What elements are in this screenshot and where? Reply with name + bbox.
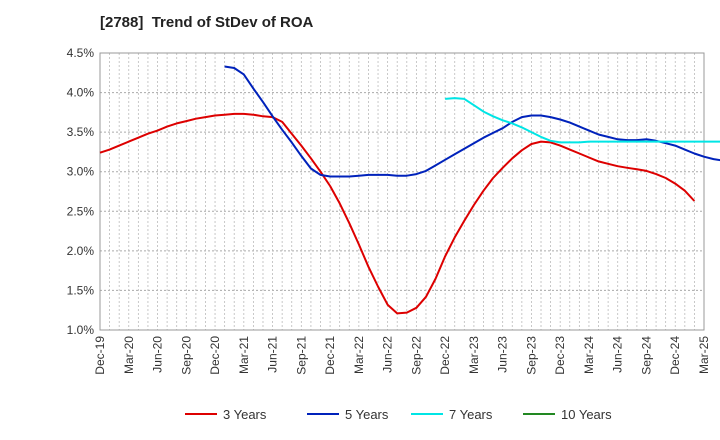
series-line-5-years <box>224 65 720 178</box>
legend-item: 7 Years <box>411 407 493 422</box>
y-tick-label: 4.5% <box>67 46 95 60</box>
plot-area-frame <box>99 52 705 331</box>
grid <box>99 52 705 331</box>
x-tick-label: Sep-21 <box>294 336 308 375</box>
x-tick-label: Dec-22 <box>438 336 452 375</box>
series-lines <box>99 65 720 315</box>
x-tick-label: Sep-23 <box>524 336 538 375</box>
x-tick-label: Dec-21 <box>323 336 337 375</box>
legend-item: 3 Years <box>185 407 267 422</box>
x-tick-label: Dec-20 <box>208 336 222 375</box>
x-tick-label: Mar-24 <box>582 336 596 374</box>
x-tick-label: Dec-24 <box>668 336 682 375</box>
y-tick-label: 1.0% <box>67 323 95 337</box>
y-tick-label: 2.0% <box>67 244 95 258</box>
y-tick-label: 1.5% <box>67 283 95 297</box>
series-line-3-years <box>99 112 696 315</box>
x-tick-label: Dec-23 <box>553 336 567 375</box>
x-tick-label: Mar-25 <box>697 336 711 374</box>
series-line-7-years <box>445 97 720 144</box>
x-tick-label: Dec-19 <box>93 336 107 375</box>
legend-item: 10 Years <box>523 407 612 422</box>
y-tick-label: 3.5% <box>67 125 95 139</box>
y-tick-label: 3.0% <box>67 165 95 179</box>
x-tick-label: Mar-21 <box>237 336 251 374</box>
legend-label: 5 Years <box>345 407 389 422</box>
x-tick-label: Jun-20 <box>151 336 165 373</box>
x-tick-label: Sep-20 <box>179 336 193 375</box>
x-axis-ticks: Dec-19 Mar-20 Jun-20 Sep-20 Dec-20 Mar-21 Jun-… <box>93 336 711 375</box>
y-axis-ticks: 1.0% 1.5% 2.0% 2.5% 3.0% 3.5% 4.0% 4.5% <box>67 46 95 337</box>
legend-label: 7 Years <box>449 407 493 422</box>
legend-label: 3 Years <box>223 407 267 422</box>
x-tick-label: Jun-24 <box>611 336 625 373</box>
x-tick-label: Sep-22 <box>409 336 423 375</box>
y-tick-label: 2.5% <box>67 204 95 218</box>
x-tick-label: Sep-24 <box>639 336 653 375</box>
x-tick-label: Jun-23 <box>496 336 510 373</box>
x-tick-label: Jun-21 <box>266 336 280 373</box>
legend: 3 Years 5 Years 7 Years 10 Years <box>185 407 612 422</box>
x-tick-label: Mar-20 <box>122 336 136 374</box>
y-tick-label: 4.0% <box>67 86 95 100</box>
legend-label: 10 Years <box>561 407 612 422</box>
x-tick-label: Jun-22 <box>381 336 395 373</box>
chart-title: [2788] Trend of StDev of ROA <box>100 14 314 31</box>
x-tick-label: Mar-22 <box>352 336 366 374</box>
legend-item: 5 Years <box>307 407 389 422</box>
x-tick-label: Mar-23 <box>467 336 481 374</box>
